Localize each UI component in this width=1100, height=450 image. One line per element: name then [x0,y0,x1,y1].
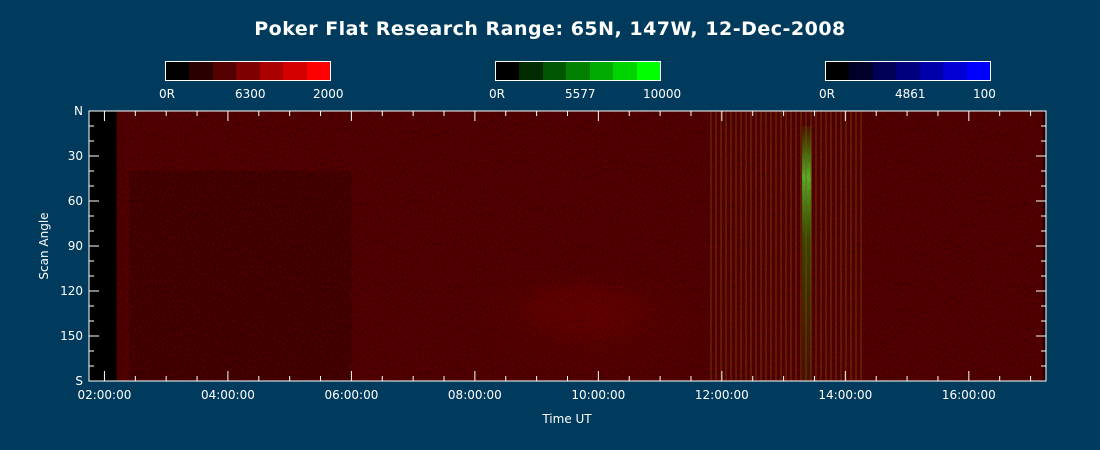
colorbar-swatch [283,62,307,80]
x-tick-label: 06:00:00 [324,388,378,402]
colorbar-swatch [872,62,897,80]
colorbar-swatch [496,62,520,80]
colorbar-5577: 0R 5577 10000 [489,61,681,101]
colorbar-4861: 0R 4861 100 [819,61,996,101]
colorbar-swatch [166,62,190,80]
colorbar-swatch [542,62,567,80]
colorbar-4861-max-label: 100 [973,87,996,101]
y-tick-label: 90 [68,239,83,253]
colorbar-swatch [613,62,637,80]
colorbar-swatch [306,62,330,80]
x-tick-label: 02:00:00 [77,388,131,402]
y-tick-label: 120 [60,284,83,298]
keogram-image [89,111,1046,381]
colorbar-swatch [849,62,873,80]
colorbar-4861-mid-label: 4861 [895,87,926,101]
colorbar-swatch [826,62,850,80]
y-axis-label: Scan Angle [37,212,51,279]
colorbar-5577-max-label: 10000 [643,87,682,101]
x-tick-label: 10:00:00 [571,388,625,402]
x-tick-label: 16:00:00 [942,388,996,402]
y-tick-label: S [75,374,83,388]
colorbar-swatch [189,62,213,80]
colorbar-6300-mid-label: 6300 [235,87,266,101]
colorbar-swatch [943,62,967,80]
colorbar-swatch [212,62,237,80]
colorbar-swatch [589,62,614,80]
x-tick-label: 04:00:00 [201,388,255,402]
y-axis-ticks: N 30 60 90 120 150 S [60,104,1046,388]
noise-texture [116,111,1046,381]
x-tick-label: 12:00:00 [695,388,749,402]
x-tick-label: 08:00:00 [448,388,502,402]
y-tick-label: 150 [60,329,83,343]
colorbar-swatch [919,62,944,80]
y-tick-label: N [74,104,83,118]
colorbar-swatch [896,62,920,80]
x-axis-ticks: 02:00:00 04:00:00 06:00:00 08:00:00 10:00:00… [77,111,1032,402]
colorbar-6300-min-label: 0R [159,87,175,101]
colorbar-swatch [259,62,284,80]
colorbar-5577-min-label: 0R [489,87,505,101]
x-tick-label: 14:00:00 [818,388,872,402]
colorbar-6300: 0R 6300 2000 [159,61,344,101]
colorbar-swatch [519,62,543,80]
y-tick-label: 30 [68,149,83,163]
colorbar-swatch [566,62,590,80]
colorbar-6300-max-label: 2000 [313,87,344,101]
colorbar-4861-swatches [825,61,991,81]
x-axis-label: Time UT [541,412,592,426]
y-tick-label: 60 [68,194,83,208]
colorbar-swatch [236,62,260,80]
colorbar-6300-swatches [165,61,331,81]
colorbar-5577-mid-label: 5577 [565,87,596,101]
colorbar-5577-swatches [495,61,661,81]
colorbar-swatch [636,62,660,80]
colorbar-swatch [966,62,990,80]
colorbar-4861-min-label: 0R [819,87,835,101]
chart-title: Poker Flat Research Range: 65N, 147W, 12… [254,18,846,40]
